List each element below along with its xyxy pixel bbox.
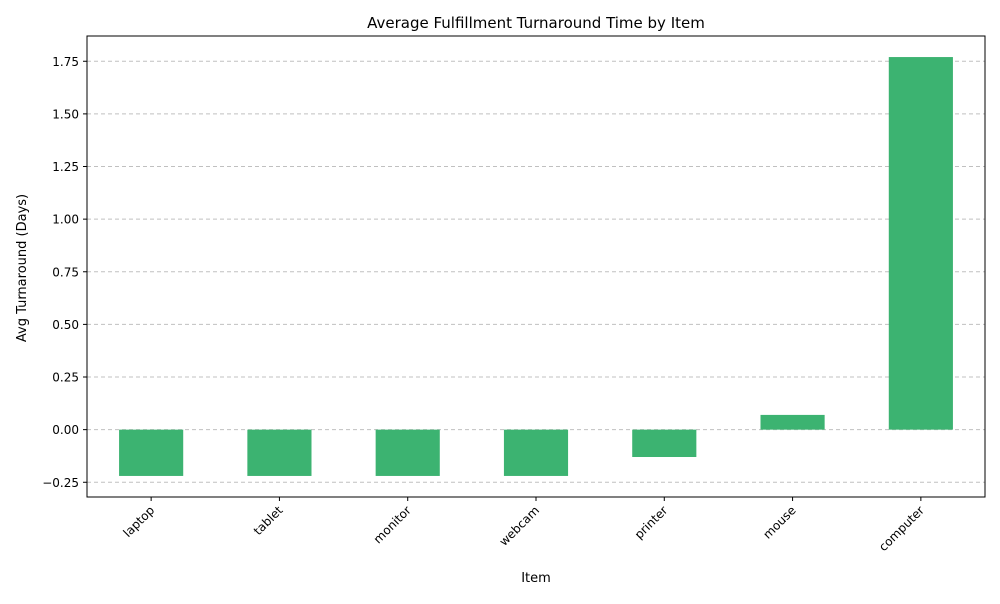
- x-tick-label: tablet: [251, 503, 286, 538]
- bars: [119, 57, 953, 476]
- y-tick-label: 0.25: [52, 371, 79, 385]
- bar-computer: [888, 57, 953, 430]
- x-tick-label: computer: [876, 503, 927, 554]
- grid-lines: [87, 60, 985, 483]
- x-tick-label: printer: [632, 503, 671, 542]
- y-ticks: −0.25 0.00 0.25 0.50 0.75 1.00 1.25 1.50 1.75: [42, 55, 87, 490]
- y-tick-label: 0.50: [52, 318, 79, 332]
- bar-mouse: [760, 414, 825, 430]
- bar-tablet: [247, 429, 312, 476]
- x-tick-label: laptop: [121, 503, 158, 540]
- bar-printer: [632, 429, 697, 458]
- x-tick-label: webcam: [497, 503, 543, 549]
- y-tick-label: 0.75: [52, 265, 79, 279]
- y-tick-label: 0.00: [52, 423, 79, 437]
- y-tick-label: 1.00: [52, 213, 79, 227]
- y-axis-label: Avg Turnaround (Days): [15, 194, 30, 342]
- chart-title: Average Fulfillment Turnaround Time by I…: [367, 14, 705, 32]
- bar-monitor: [375, 429, 440, 476]
- x-ticks: laptop tablet monitor webcam printer mouse com…: [121, 497, 927, 554]
- x-tick-label: monitor: [371, 503, 414, 546]
- x-axis-label: Item: [521, 571, 551, 586]
- x-tick-label: mouse: [760, 503, 798, 541]
- y-tick-label: 1.50: [52, 107, 79, 121]
- y-tick-label: 1.75: [52, 55, 79, 69]
- bar-laptop: [119, 429, 184, 476]
- plot-frame: [86, 35, 986, 498]
- y-tick-label: 1.25: [52, 160, 79, 174]
- axes: [86, 35, 986, 498]
- bar-webcam: [503, 429, 569, 476]
- y-tick-label: −0.25: [42, 476, 79, 490]
